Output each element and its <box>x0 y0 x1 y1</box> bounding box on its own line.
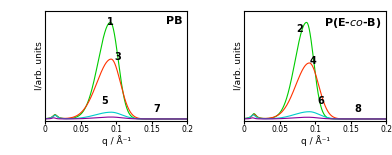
Y-axis label: I/arb. units: I/arb. units <box>234 42 243 90</box>
Text: 8: 8 <box>354 104 361 114</box>
Y-axis label: I/arb. units: I/arb. units <box>34 42 44 90</box>
Text: PB: PB <box>167 16 183 26</box>
Text: 7: 7 <box>153 104 160 114</box>
Text: 2: 2 <box>297 24 303 34</box>
Text: P(E-$\it{co}$-B): P(E-$\it{co}$-B) <box>324 16 382 30</box>
X-axis label: q / Å⁻¹: q / Å⁻¹ <box>301 135 330 146</box>
Text: 6: 6 <box>317 96 324 106</box>
Text: 3: 3 <box>114 52 121 62</box>
Text: 1: 1 <box>107 17 114 27</box>
Text: 4: 4 <box>309 56 316 66</box>
Text: 5: 5 <box>101 96 108 106</box>
X-axis label: q / Å⁻¹: q / Å⁻¹ <box>102 135 131 146</box>
